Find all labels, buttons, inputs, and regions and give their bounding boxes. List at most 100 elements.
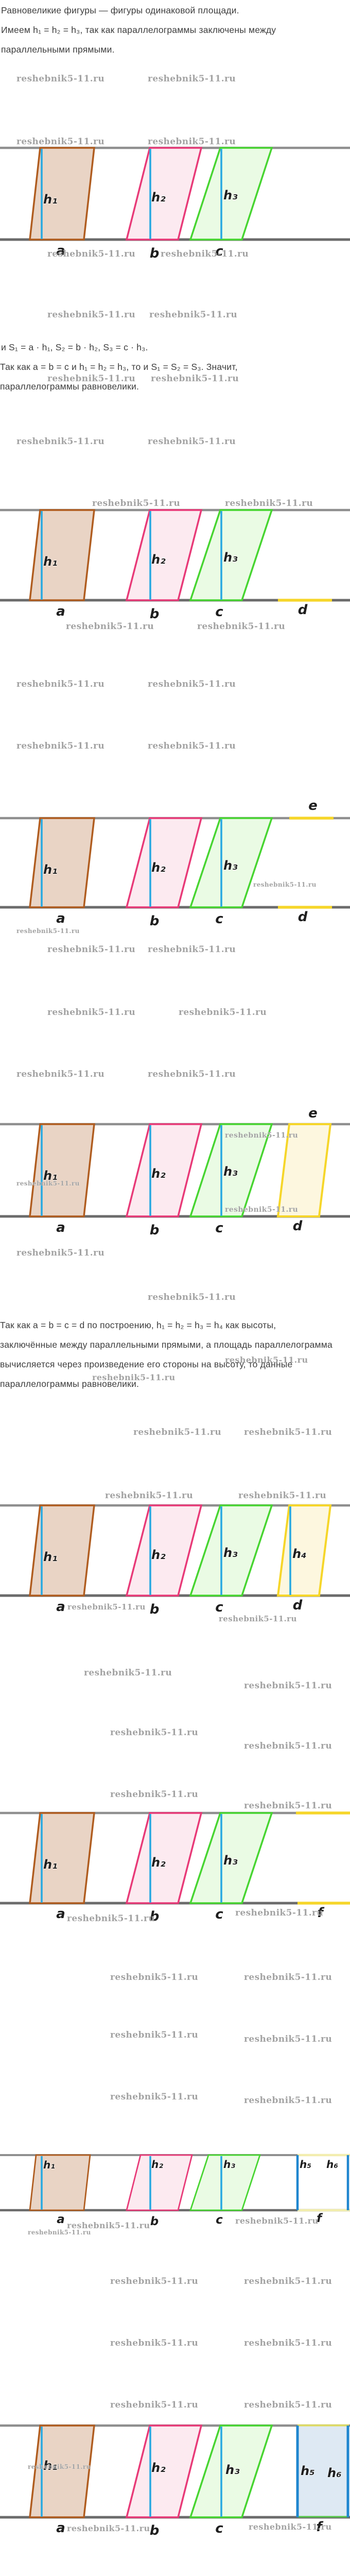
figure-8-height-label: h₆ <box>327 2466 342 2480</box>
figure-6-parallelogram-2 <box>125 1812 203 1904</box>
figure-5-height-line-4 <box>289 1506 291 1595</box>
figure-6-height-line-3 <box>220 1814 222 1903</box>
watermark: reshebnik5-11.ru <box>16 137 105 147</box>
figure-8-height-line-2 <box>149 2427 151 2517</box>
figure-8-rectangle-fill <box>297 2426 348 2517</box>
figure-3-base-label-a: a <box>56 911 65 926</box>
watermark: reshebnik5-11.ru <box>133 1427 222 1437</box>
figure-1-height-line-1 <box>41 149 43 239</box>
figure-4-parallelogram-1 <box>29 1123 95 1217</box>
watermark: reshebnik5-11.ru <box>16 1248 105 1258</box>
watermark: reshebnik5-11.ru <box>244 1427 332 1437</box>
figure-5-base-label-b: b <box>149 1602 160 1617</box>
watermark: reshebnik5-11.ru <box>16 679 105 689</box>
figure-6-top-segment-0 <box>296 1811 350 1815</box>
figure-6-parallelogram-3 <box>189 1812 273 1904</box>
figure-5-parallelogram-3 <box>189 1504 273 1597</box>
figure-1-base-label-c: c <box>215 244 223 259</box>
watermark: reshebnik5-11.ru <box>110 1727 199 1738</box>
figure-4-parallelogram-4 <box>276 1123 332 1217</box>
figure-5-base-label-d: d <box>292 1598 303 1613</box>
figure-1-parallelogram-1 <box>29 147 95 241</box>
watermark: reshebnik5-11.ru <box>47 944 136 955</box>
figure-3-height-label: h₁ <box>43 862 58 877</box>
figure-8-parallelogram-1 <box>29 2425 95 2518</box>
watermark: reshebnik5-11.ru <box>244 1972 332 1982</box>
watermark: reshebnik5-11.ru <box>148 74 236 84</box>
figure-3-parallelogram-1 <box>29 817 95 908</box>
figure-5-base-label-a: a <box>56 1599 65 1615</box>
watermark: reshebnik5-11.ru <box>16 1069 105 1079</box>
block1-line-1: и S₁ = a · h₁, S₂ = b · h₂, S₃ = c · h₃. <box>1 342 148 352</box>
watermark: reshebnik5-11.ru <box>110 2092 199 2102</box>
watermark: reshebnik5-11.ru <box>84 1668 172 1678</box>
figure-3-base-label-b: b <box>149 913 160 929</box>
figure-8-rectangle-left-side <box>296 2426 299 2517</box>
watermark: reshebnik5-11.ru <box>151 374 239 384</box>
figure-2-base-label-d: d <box>297 602 308 618</box>
block2-line-4: параллелограммы равновелики. <box>0 1379 139 1389</box>
figure-3-height-label: h₃ <box>223 858 238 873</box>
figure-8-base-label-b: b <box>149 2523 160 2538</box>
figure-6-height-line-2 <box>149 1814 151 1903</box>
watermark: reshebnik5-11.ru <box>110 2338 199 2348</box>
watermark: reshebnik5-11.ru <box>148 1292 236 1302</box>
watermark: reshebnik5-11.ru <box>148 944 236 955</box>
watermark: reshebnik5-11.ru <box>16 741 105 751</box>
figure-7-base-label-b: b <box>150 2215 159 2228</box>
watermark: reshebnik5-11.ru <box>249 2522 332 2532</box>
figure-8-height-label: h₃ <box>225 2463 240 2477</box>
watermark: reshebnik5-11.ru <box>16 74 105 84</box>
watermark: reshebnik5-11.ru <box>105 1490 194 1501</box>
figure-7-height-label: h₅ <box>300 2158 311 2171</box>
figure-2-parallelogram-1 <box>29 509 95 601</box>
watermark: reshebnik5-11.ru <box>67 1913 155 1924</box>
watermark: reshebnik5-11.ru <box>148 1069 236 1079</box>
figure-4-height-line-2 <box>149 1125 151 1216</box>
watermark: reshebnik5-11.ru <box>244 2276 332 2286</box>
watermark: reshebnik5-11.ru <box>244 1801 332 1811</box>
figure-7-height-line-3 <box>220 2156 222 2210</box>
figure-4-base-label-c: c <box>215 1221 223 1236</box>
figure-3-base-label-d: d <box>297 909 308 925</box>
figure-6-height-line-1 <box>41 1814 43 1903</box>
figure-5-height-label: h₄ <box>292 1547 307 1561</box>
watermark: reshebnik5-11.ru <box>67 2523 150 2533</box>
figure-7-base-label-f: f <box>316 2212 322 2225</box>
figure-4-parallelogram-3 <box>189 1123 273 1217</box>
figure-1-height-label: h₂ <box>151 190 166 205</box>
figure-6-base-label-c: c <box>215 1907 223 1922</box>
watermark: reshebnik5-11.ru <box>244 1681 332 1691</box>
figure-1-height-label: h₁ <box>43 192 58 207</box>
figure-3-height-line-2 <box>149 819 151 907</box>
figure-8-height-label: h₅ <box>301 2464 315 2478</box>
watermark: reshebnik5-11.ru <box>161 249 249 259</box>
figure-6-base-label-b: b <box>149 1909 160 1924</box>
figure-2-base-label-c: c <box>215 604 223 620</box>
figure-8-rectangle-right-side <box>346 2426 349 2517</box>
figure-5-parallelogram-2 <box>125 1504 203 1597</box>
figure-6-base-label-a: a <box>56 1906 65 1922</box>
watermark: reshebnik5-11.ru <box>225 1206 299 1214</box>
figure-7-parallelogram-3 <box>189 2154 261 2211</box>
figure-1-height-line-2 <box>149 149 151 239</box>
figure-2-base-label-a: a <box>56 604 65 619</box>
figure-1-base-label-b: b <box>149 246 160 261</box>
intro-line-3: параллельными прямыми. <box>1 44 115 55</box>
figure-4-base-label-a: a <box>56 1220 65 1235</box>
figure-8-height-label: h₁ <box>43 2459 58 2473</box>
figure-7-parallelogram-1 <box>29 2154 91 2211</box>
watermark: reshebnik5-11.ru <box>149 310 238 320</box>
block1-line-3: параллелограммы равновелики. <box>0 381 139 392</box>
figure-5-height-line-1 <box>41 1506 43 1595</box>
figure-7-base-label-c: c <box>216 2213 223 2227</box>
watermark: reshebnik5-11.ru <box>235 2216 319 2226</box>
watermark: reshebnik5-11.ru <box>219 1614 297 1623</box>
watermark: reshebnik5-11.ru <box>244 2034 332 2044</box>
watermark: reshebnik5-11.ru <box>67 2221 150 2230</box>
figure-1-parallelogram-2 <box>125 147 203 241</box>
watermark: reshebnik5-11.ru <box>148 741 236 751</box>
figure-7-height-line-1 <box>41 2156 43 2210</box>
watermark: reshebnik5-11.ru <box>47 374 136 384</box>
watermark: reshebnik5-11.ru <box>148 436 236 447</box>
